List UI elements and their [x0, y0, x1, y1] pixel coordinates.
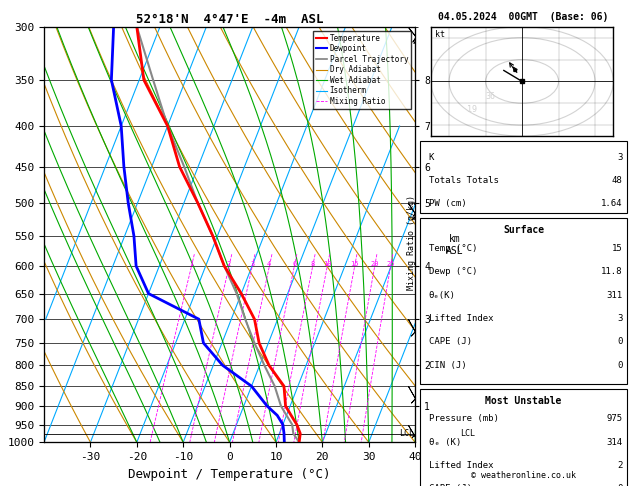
Text: 2: 2 [617, 461, 623, 470]
Text: 0: 0 [617, 361, 623, 369]
Text: LCL: LCL [399, 429, 414, 438]
Y-axis label: km
ASL: km ASL [446, 235, 464, 256]
Text: 975: 975 [606, 415, 623, 423]
Text: 1: 1 [189, 260, 194, 267]
Text: 3: 3 [617, 314, 623, 323]
Text: 25: 25 [386, 260, 395, 267]
Text: 15: 15 [612, 244, 623, 253]
Text: Temp (°C): Temp (°C) [429, 244, 477, 253]
Text: 311: 311 [606, 291, 623, 299]
X-axis label: Dewpoint / Temperature (°C): Dewpoint / Temperature (°C) [128, 468, 331, 481]
Text: CIN (J): CIN (J) [429, 361, 467, 369]
Text: CAPE (J): CAPE (J) [429, 337, 472, 346]
Text: Most Unstable: Most Unstable [486, 396, 562, 406]
Text: 20: 20 [370, 260, 379, 267]
Text: 0: 0 [617, 337, 623, 346]
Text: Totals Totals: Totals Totals [429, 176, 499, 185]
Text: PW (cm): PW (cm) [429, 199, 467, 208]
Text: 11.8: 11.8 [601, 267, 623, 276]
Text: 8: 8 [311, 260, 314, 267]
Text: Dewp (°C): Dewp (°C) [429, 267, 477, 276]
Text: 314: 314 [606, 438, 623, 447]
Title: 52°18'N  4°47'E  -4m  ASL: 52°18'N 4°47'E -4m ASL [136, 13, 323, 26]
Y-axis label: hPa: hPa [0, 223, 2, 246]
Bar [420, 218, 627, 384]
Text: 2: 2 [227, 260, 231, 267]
Text: θₑ (K): θₑ (K) [429, 438, 461, 447]
Text: kt: kt [435, 30, 445, 39]
Text: 3: 3 [617, 153, 623, 162]
Bar [420, 141, 627, 213]
Text: Lifted Index: Lifted Index [429, 461, 493, 470]
Text: θₑ(K): θₑ(K) [429, 291, 455, 299]
Text: 36: 36 [486, 92, 496, 101]
Text: Lifted Index: Lifted Index [429, 314, 493, 323]
Text: 04.05.2024  00GMT  (Base: 06): 04.05.2024 00GMT (Base: 06) [438, 12, 609, 22]
Legend: Temperature, Dewpoint, Parcel Trajectory, Dry Adiabat, Wet Adiabat, Isotherm, Mi: Temperature, Dewpoint, Parcel Trajectory… [313, 31, 411, 109]
Text: 6: 6 [292, 260, 296, 267]
Text: Surface: Surface [503, 225, 544, 235]
Text: CAPE (J): CAPE (J) [429, 485, 472, 486]
Text: 4: 4 [267, 260, 271, 267]
Text: LCL: LCL [460, 429, 475, 438]
Text: 19: 19 [467, 105, 477, 114]
Text: Mixing Ratio (g/kg): Mixing Ratio (g/kg) [408, 195, 416, 291]
Text: 3: 3 [250, 260, 254, 267]
Bar [420, 389, 627, 486]
Text: K: K [429, 153, 434, 162]
Text: 1.64: 1.64 [601, 199, 623, 208]
Text: 48: 48 [612, 176, 623, 185]
Text: 0: 0 [617, 485, 623, 486]
Text: 10: 10 [323, 260, 331, 267]
Text: © weatheronline.co.uk: © weatheronline.co.uk [471, 471, 576, 480]
Text: 15: 15 [350, 260, 359, 267]
Text: Pressure (mb): Pressure (mb) [429, 415, 499, 423]
